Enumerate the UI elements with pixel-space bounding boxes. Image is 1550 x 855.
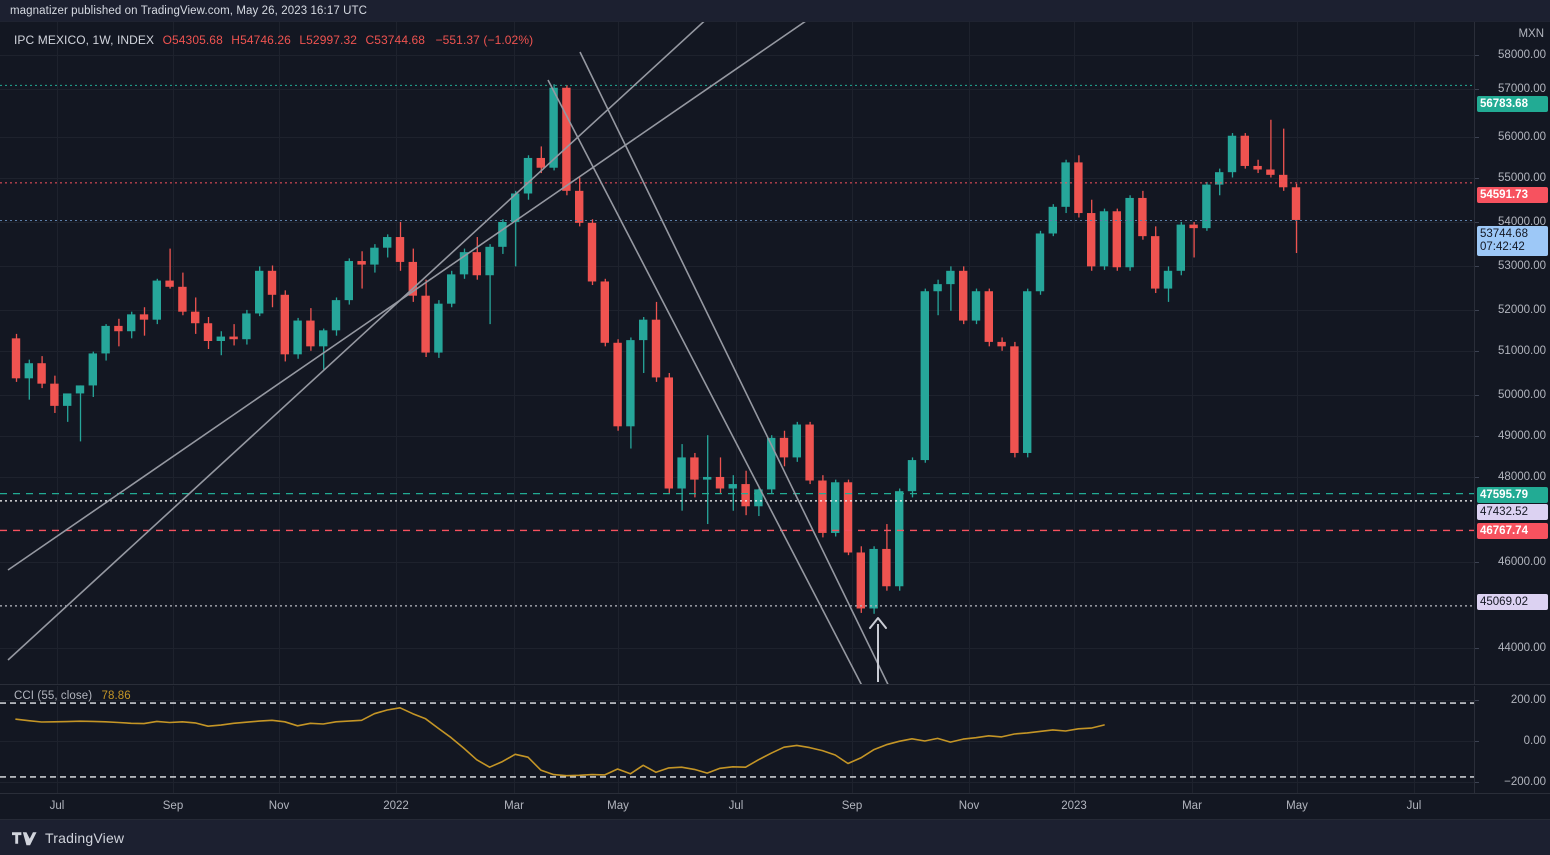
price-tick-label: 57000.00 [1498,83,1546,95]
cci-legend: CCI (55, close) 78.86 [14,690,131,702]
price-tick-mark [1475,266,1479,267]
price-tick-mark [1475,436,1479,437]
tradingview-logo-icon [12,830,38,846]
resistance-tag[interactable]: 54591.73 [1477,187,1548,203]
cci-tick-label: 0.00 [1523,735,1546,747]
legend-low-value: 52997.32 [306,33,358,47]
time-tick-jul: Jul [1406,800,1422,812]
cci-title[interactable]: CCI (55, close) [14,690,93,702]
time-tick-may: May [607,800,629,812]
currency-label: MXN [1518,28,1544,40]
support-teal-tag[interactable]: 47595.79 [1477,487,1548,503]
price-pane[interactable] [0,22,1474,684]
cci-tick-mark [1475,700,1479,701]
legend-open-label: O [162,33,172,47]
cci-tick-label: −200.00 [1504,776,1546,788]
price-tick-label: 55000.00 [1498,172,1546,184]
price-tick-mark [1475,310,1479,311]
high-price-tag[interactable]: 56783.68 [1477,96,1548,112]
time-tick-sep: Sep [841,800,863,812]
time-tick-sep: Sep [162,800,184,812]
price-tick-label: 49000.00 [1498,430,1546,442]
time-tick-nov: Nov [958,800,980,812]
time-axis[interactable]: Jul Sep Nov 2022 Mar May Jul Sep Nov 2023 Mar May Ju… [0,793,1550,819]
last-price-tag[interactable]: 53744.68 07:42:42 [1477,226,1548,256]
price-tick-mark [1475,477,1479,478]
price-axis[interactable]: MXN 58000.00 57000.00 56000.00 55000.00 5400… [1474,22,1550,684]
time-tick-nov: Nov [268,800,290,812]
support-red-tag[interactable]: 46767.74 [1477,523,1548,539]
time-tick-mar: Mar [1182,800,1202,812]
cci-pane[interactable] [0,686,1474,793]
price-tick-mark [1475,648,1479,649]
level-lilac-tag[interactable]: 47432.52 [1477,504,1548,520]
low-level-tag[interactable]: 45069.02 [1477,594,1548,610]
price-tick-label: 53000.00 [1498,260,1546,272]
tag-price: 53744.68 [1480,228,1528,240]
tradingview-brand: TradingView [45,829,125,846]
legend-close-label: C [365,33,375,47]
price-tick-mark [1475,351,1479,352]
time-tick-mar: Mar [504,800,524,812]
publish-bar: magnatizer published on TradingView.com,… [0,0,1550,22]
legend-close-value: 53744.68 [374,33,426,47]
cci-tick-label: 200.00 [1510,694,1546,706]
price-tick-label: 48000.00 [1498,471,1546,483]
chart-legend: IPC MEXICO, 1W, INDEX O54305.68 H54746.2… [14,33,533,47]
legend-open-value: 54305.68 [172,33,223,47]
price-tick-label: 46000.00 [1498,556,1546,568]
price-tick-mark [1475,137,1479,138]
price-tick-label: 54000.00 [1498,216,1546,228]
cci-tick-mark [1475,782,1479,783]
price-tick-mark [1475,178,1479,179]
legend-high-label: H [231,33,241,47]
cci-tick-mark [1475,741,1479,742]
price-tick-mark [1475,55,1479,56]
pane-separator [0,684,1550,685]
price-tick-label: 56000.00 [1498,131,1546,143]
time-tick-jul: Jul [49,800,65,812]
price-tick-label: 51000.00 [1498,345,1546,357]
cci-axis[interactable]: 200.00 0.00 −200.00 [1474,686,1550,793]
price-tick-mark [1475,395,1479,396]
footer-bar: TradingView [0,819,1550,855]
price-tick-mark [1475,222,1479,223]
time-tick-jul: Jul [728,800,744,812]
price-tick-label: 44000.00 [1498,642,1546,654]
publish-text: magnatizer published on TradingView.com,… [10,4,368,17]
price-tick-mark [1475,562,1479,563]
legend-low-label: L [299,33,307,47]
tag-countdown: 07:42:42 [1480,241,1525,253]
price-tick-mark [1475,89,1479,90]
price-tick-label: 50000.00 [1498,389,1546,401]
legend-symbol[interactable]: IPC MEXICO, 1W, INDEX [14,33,155,47]
legend-change: −551.37 (−1.02%) [435,33,534,47]
legend-high-value: 54746.26 [240,33,291,47]
time-tick-may: May [1286,800,1308,812]
price-tick-label: 58000.00 [1498,49,1546,61]
time-tick-2023: 2023 [1061,800,1087,812]
cci-value: 78.86 [101,690,131,702]
time-tick-2022: 2022 [383,800,409,812]
price-tick-label: 52000.00 [1498,304,1546,316]
